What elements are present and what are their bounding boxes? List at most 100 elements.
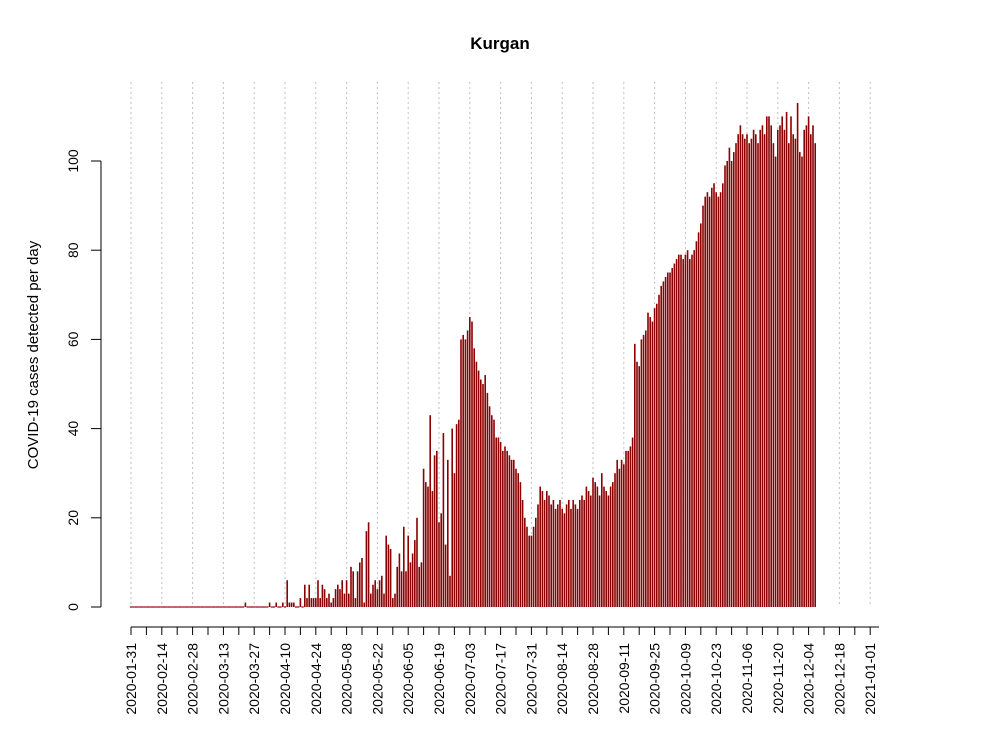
bar xyxy=(198,606,201,608)
bar xyxy=(376,589,379,607)
bar xyxy=(195,606,199,608)
bar xyxy=(513,459,515,607)
bar xyxy=(565,504,568,607)
bar xyxy=(233,606,236,608)
bar xyxy=(587,491,590,607)
bar xyxy=(396,566,398,607)
chart-title: Kurgan xyxy=(470,34,530,53)
bar xyxy=(660,285,662,607)
bar xyxy=(337,584,339,607)
bar xyxy=(282,602,284,607)
bar xyxy=(385,535,387,607)
bar xyxy=(814,143,816,607)
bar xyxy=(332,598,335,607)
bar xyxy=(222,606,225,608)
bar xyxy=(193,606,196,608)
bar xyxy=(629,446,632,607)
bar xyxy=(178,606,181,608)
bar xyxy=(504,446,506,607)
bar xyxy=(414,540,416,607)
bar xyxy=(671,268,673,607)
bar xyxy=(469,317,471,607)
bar xyxy=(510,459,513,607)
bar xyxy=(609,486,612,607)
bar xyxy=(145,606,148,608)
bar xyxy=(612,482,614,607)
bar xyxy=(427,486,429,607)
bar xyxy=(367,522,370,607)
bar xyxy=(638,366,640,607)
bar xyxy=(526,526,528,607)
bar xyxy=(686,250,689,607)
bar xyxy=(187,606,190,608)
bar xyxy=(552,499,555,607)
bar xyxy=(154,606,157,608)
bar xyxy=(420,562,423,607)
x-tick-label: 2020-04-24 xyxy=(308,643,324,715)
bar xyxy=(788,143,790,607)
bar xyxy=(704,196,706,607)
bar xyxy=(785,111,788,607)
bar-series xyxy=(129,103,816,608)
bar xyxy=(689,259,691,607)
bar xyxy=(563,513,566,607)
bar xyxy=(323,589,326,607)
bar xyxy=(484,375,486,607)
x-tick-label: 2020-01-31 xyxy=(123,643,139,715)
bar xyxy=(237,606,240,608)
bar xyxy=(647,312,649,607)
bar xyxy=(173,606,177,608)
bar xyxy=(392,598,394,607)
bar xyxy=(444,544,447,607)
bar xyxy=(678,254,680,607)
bar xyxy=(664,276,667,607)
bar xyxy=(717,196,720,607)
bar xyxy=(726,161,728,607)
bar xyxy=(620,459,623,607)
bar xyxy=(244,602,247,607)
bar xyxy=(735,143,737,607)
bar xyxy=(796,103,799,608)
bar xyxy=(330,602,332,607)
bar xyxy=(167,606,170,608)
bar xyxy=(293,602,295,607)
bar xyxy=(557,504,559,607)
bar xyxy=(783,129,786,607)
bar xyxy=(794,138,797,607)
x-tick-label: 2020-07-17 xyxy=(493,643,509,715)
bar xyxy=(407,535,409,607)
x-tick-label: 2020-05-08 xyxy=(339,643,355,715)
bar xyxy=(521,499,524,607)
y-tick-label: 20 xyxy=(65,510,81,526)
bar xyxy=(554,508,557,607)
bar xyxy=(774,156,777,608)
y-axis: 0 20 40 60 80 100 xyxy=(65,149,102,611)
bar xyxy=(812,125,814,607)
bar xyxy=(383,593,385,607)
bar xyxy=(290,602,293,607)
bar xyxy=(361,557,363,607)
bar xyxy=(345,580,348,607)
bar xyxy=(471,321,473,607)
bar xyxy=(400,571,403,607)
bar xyxy=(202,606,205,608)
bar xyxy=(171,606,174,608)
bar xyxy=(356,571,359,607)
bar xyxy=(693,250,695,607)
bar xyxy=(653,308,656,607)
bar xyxy=(436,450,438,607)
bar xyxy=(662,281,665,607)
bar xyxy=(297,606,300,608)
bar xyxy=(546,491,548,607)
bar xyxy=(493,419,495,607)
bar xyxy=(475,361,478,607)
bar xyxy=(442,433,445,607)
bar xyxy=(673,263,676,607)
y-tick-label: 60 xyxy=(65,331,81,347)
x-tick-label: 2020-03-27 xyxy=(246,643,262,715)
bar xyxy=(744,138,746,607)
bar xyxy=(143,606,146,608)
bar xyxy=(310,598,313,607)
bar xyxy=(750,138,753,607)
